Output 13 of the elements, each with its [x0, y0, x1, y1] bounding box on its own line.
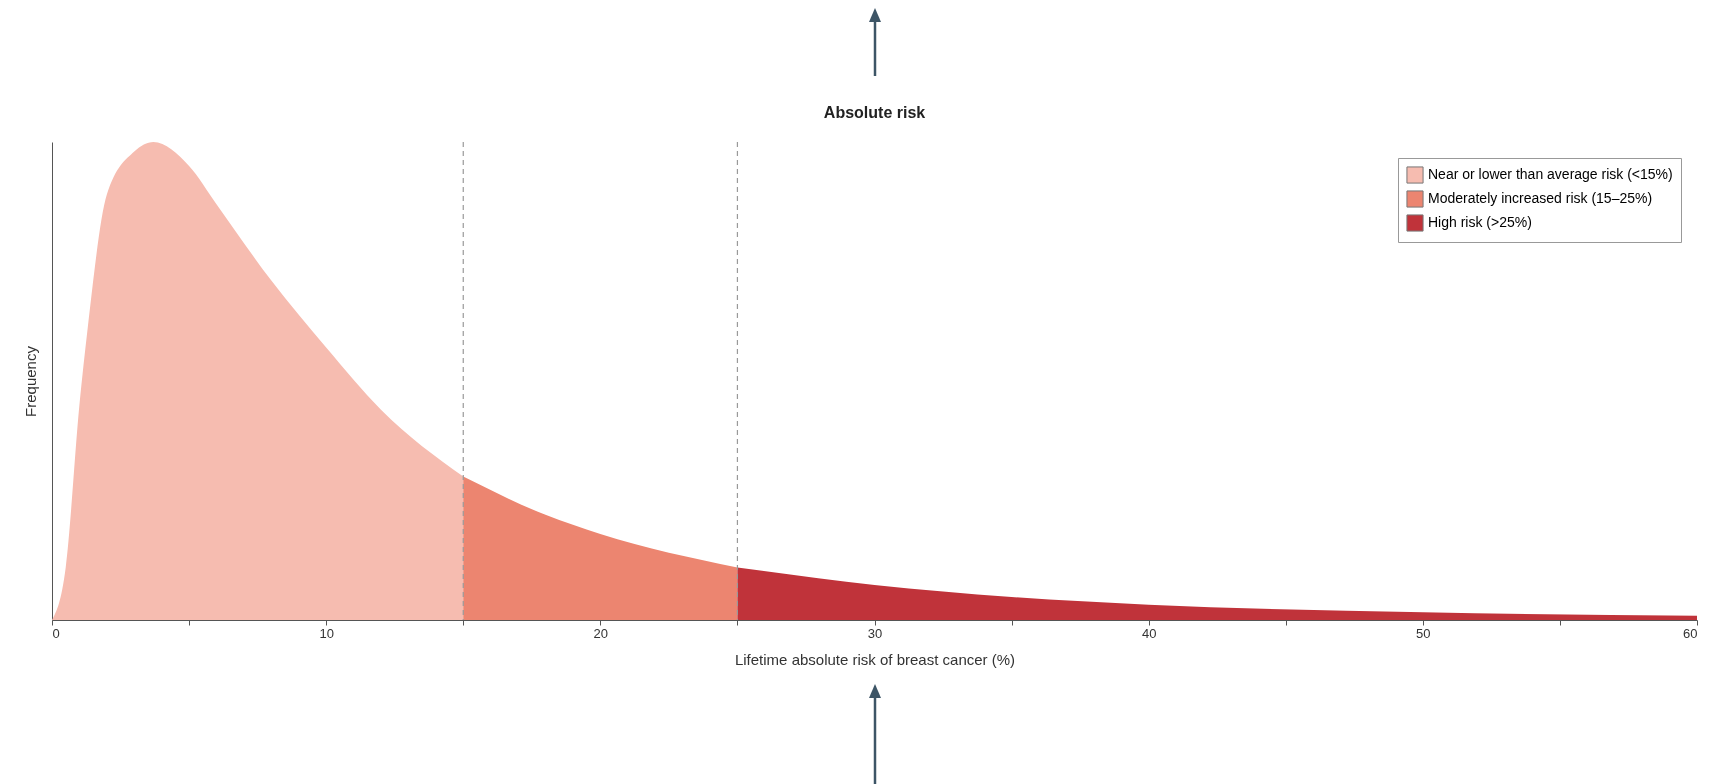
chart-title: Absolute risk	[823, 104, 926, 122]
x-tick-label: 0	[52, 625, 60, 641]
legend-label: Near or lower than average risk (<15%)	[1428, 166, 1673, 182]
x-tick-label: 30	[867, 625, 883, 641]
x-tick-label: 20	[593, 625, 609, 641]
legend-label: High risk (>25%)	[1428, 214, 1532, 230]
x-tick-label: 50	[1416, 625, 1431, 641]
x-tick-label: 10	[319, 625, 334, 641]
x-tick-label: 60	[1683, 625, 1698, 641]
x-axis-title: Lifetime absolute risk of breast cancer (%)	[734, 650, 1016, 668]
legend-label: Moderately increased risk (15–25%)	[1428, 190, 1653, 206]
y-axis-title: Frequency	[21, 345, 39, 417]
x-tick-label: 40	[1141, 625, 1157, 641]
